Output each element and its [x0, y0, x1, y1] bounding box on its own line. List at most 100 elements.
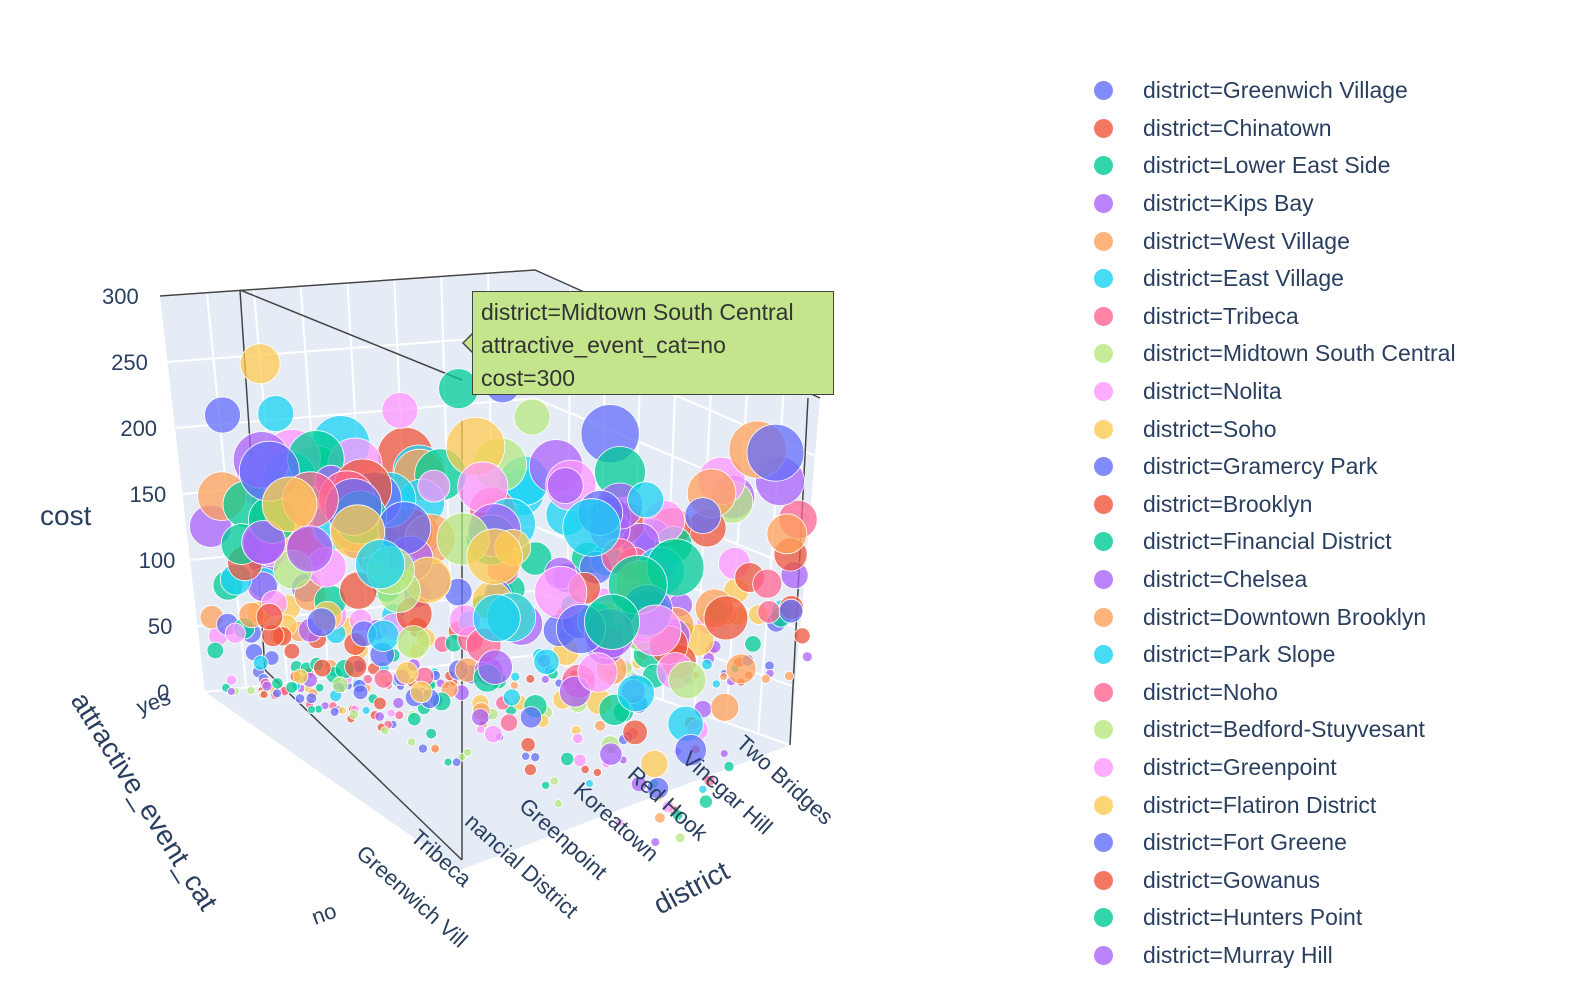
data-point[interactable]	[271, 677, 284, 690]
data-point[interactable]	[477, 649, 513, 685]
data-point[interactable]	[760, 674, 771, 684]
legend-item[interactable]: district=Soho	[1080, 410, 1570, 448]
data-point[interactable]	[337, 706, 347, 715]
data-point[interactable]	[594, 719, 606, 732]
data-point[interactable]	[778, 598, 804, 624]
data-point[interactable]	[352, 684, 369, 701]
data-point[interactable]	[520, 737, 536, 753]
data-point[interactable]	[380, 726, 390, 736]
data-point[interactable]	[746, 423, 805, 482]
data-point[interactable]	[703, 595, 749, 641]
data-point[interactable]	[396, 625, 431, 659]
data-point[interactable]	[710, 693, 740, 722]
data-point[interactable]	[471, 708, 490, 727]
data-point[interactable]	[519, 706, 543, 729]
data-point[interactable]	[650, 837, 661, 847]
data-point[interactable]	[560, 751, 575, 767]
legend-item[interactable]: district=Lower East Side	[1080, 147, 1570, 185]
data-point[interactable]	[252, 655, 269, 671]
data-point[interactable]	[225, 674, 237, 686]
data-point[interactable]	[521, 751, 531, 761]
data-point[interactable]	[362, 674, 373, 685]
data-point[interactable]	[533, 648, 560, 675]
data-point[interactable]	[417, 743, 428, 754]
data-point[interactable]	[801, 651, 813, 663]
legend-item[interactable]: district=Gowanus	[1080, 861, 1570, 899]
data-point[interactable]	[530, 752, 541, 763]
data-point[interactable]	[684, 497, 722, 534]
legend-item[interactable]: district=Greenpoint	[1080, 749, 1570, 787]
data-point[interactable]	[723, 761, 735, 773]
legend[interactable]: district=Greenwich Village district=China…	[1080, 72, 1570, 974]
data-point[interactable]	[627, 481, 665, 519]
legend-item[interactable]: district=Midtown South Central	[1080, 335, 1570, 373]
data-point[interactable]	[766, 513, 808, 555]
data-point[interactable]	[711, 679, 721, 689]
data-point[interactable]	[599, 742, 623, 766]
data-point[interactable]	[392, 696, 405, 709]
data-point[interactable]	[255, 603, 284, 631]
data-point[interactable]	[314, 683, 325, 693]
legend-item[interactable]: district=Bedford-Stuyvesant	[1080, 711, 1570, 749]
data-point[interactable]	[476, 725, 486, 735]
data-point[interactable]	[410, 680, 433, 704]
legend-item[interactable]: district=Noho	[1080, 674, 1570, 712]
data-point[interactable]	[443, 757, 453, 767]
data-point[interactable]	[361, 706, 371, 715]
data-point[interactable]	[698, 794, 713, 809]
data-point[interactable]	[307, 705, 317, 714]
data-point[interactable]	[367, 619, 400, 652]
data-point[interactable]	[671, 809, 684, 821]
legend-item[interactable]: district=Brooklyn	[1080, 486, 1570, 524]
data-point[interactable]	[241, 520, 287, 565]
data-point[interactable]	[407, 737, 417, 747]
data-point[interactable]	[374, 711, 385, 722]
data-point[interactable]	[331, 676, 349, 694]
data-point[interactable]	[674, 832, 686, 844]
data-point[interactable]	[524, 763, 537, 777]
legend-item[interactable]: district=Flatiron District	[1080, 786, 1570, 824]
data-point[interactable]	[509, 681, 519, 690]
data-point[interactable]	[573, 753, 587, 768]
data-point[interactable]	[355, 539, 406, 590]
data-point[interactable]	[615, 818, 624, 827]
data-point[interactable]	[719, 749, 729, 758]
legend-item[interactable]: district=West Village	[1080, 222, 1570, 260]
data-point[interactable]	[484, 724, 503, 744]
data-point[interactable]	[585, 779, 594, 788]
data-point[interactable]	[417, 469, 451, 503]
data-point[interactable]	[513, 398, 551, 436]
data-point[interactable]	[640, 750, 669, 779]
data-point[interactable]	[246, 685, 256, 696]
data-point[interactable]	[725, 653, 757, 685]
data-point[interactable]	[226, 687, 236, 696]
data-point[interactable]	[286, 525, 334, 573]
data-point[interactable]	[784, 670, 795, 682]
data-point[interactable]	[668, 660, 707, 700]
data-point[interactable]	[292, 668, 309, 685]
legend-item[interactable]: district=Tribeca	[1080, 298, 1570, 336]
data-point[interactable]	[541, 780, 551, 790]
data-point[interactable]	[257, 395, 295, 433]
data-point[interactable]	[502, 688, 521, 707]
legend-item[interactable]: district=Kips Bay	[1080, 185, 1570, 223]
data-point[interactable]	[592, 767, 602, 777]
data-point[interactable]	[425, 727, 438, 740]
data-point[interactable]	[703, 774, 716, 787]
data-point[interactable]	[373, 668, 394, 689]
data-point[interactable]	[395, 661, 419, 685]
data-point[interactable]	[630, 775, 648, 793]
data-point[interactable]	[546, 467, 584, 505]
data-point[interactable]	[259, 690, 269, 699]
data-point[interactable]	[577, 652, 618, 693]
data-point[interactable]	[430, 743, 441, 754]
data-point[interactable]	[617, 674, 655, 713]
data-point[interactable]	[386, 708, 396, 718]
data-point[interactable]	[285, 681, 299, 694]
legend-item[interactable]: district=Gramercy Park	[1080, 448, 1570, 486]
legend-item[interactable]: district=Chinatown	[1080, 110, 1570, 148]
data-point[interactable]	[757, 600, 781, 624]
data-point[interactable]	[313, 658, 332, 678]
legend-item[interactable]: district=Hunters Point	[1080, 899, 1570, 937]
